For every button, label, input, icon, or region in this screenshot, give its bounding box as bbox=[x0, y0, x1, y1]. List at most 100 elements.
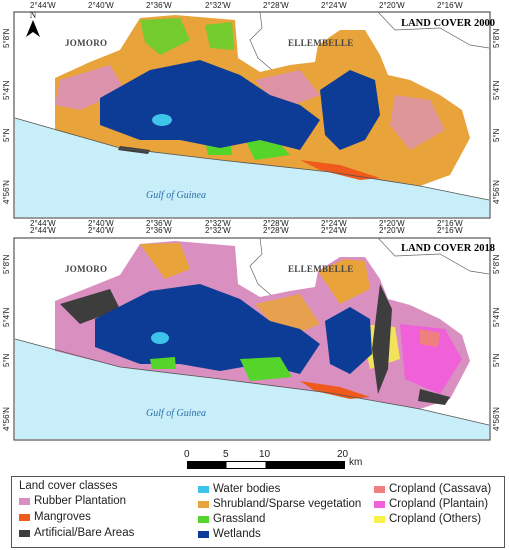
scale-unit: km bbox=[349, 457, 363, 468]
lon-tick: 2°44'W bbox=[30, 226, 56, 235]
legend-item: Cropland (Plantain) bbox=[374, 498, 488, 510]
legend-label: Cropland (Plantain) bbox=[389, 498, 489, 510]
legend-item: Shrubland/Sparse vegetation bbox=[198, 498, 361, 510]
mangroves-area bbox=[300, 160, 380, 180]
lon-tick: 2°44'W bbox=[30, 219, 56, 228]
legend-item: Grassland bbox=[198, 513, 265, 525]
sea-label: Gulf of Guinea bbox=[146, 408, 206, 419]
lat-tick: 4°56'N bbox=[492, 407, 501, 431]
lat-tick: 5°8'N bbox=[492, 254, 501, 274]
legend-swatch bbox=[19, 529, 30, 537]
legend-item: Mangroves bbox=[19, 511, 91, 523]
lon-tick: 2°36'W bbox=[146, 226, 172, 235]
lat-tick: 5°4'N bbox=[2, 80, 11, 100]
legend-heading: Land cover classes bbox=[19, 480, 118, 492]
sea-area bbox=[15, 339, 489, 439]
wetlands-area bbox=[95, 284, 320, 374]
north-arrow-icon bbox=[26, 20, 40, 37]
grassland-area bbox=[205, 22, 234, 50]
scale-label: 10 bbox=[259, 449, 271, 460]
artificial-area bbox=[372, 284, 392, 394]
artificial-area bbox=[60, 289, 120, 324]
lon-tick: 2°20'W bbox=[379, 219, 405, 228]
legend-item: Cropland (Others) bbox=[374, 513, 481, 525]
map-title: LAND COVER 2000 bbox=[401, 18, 495, 29]
lon-tick: 2°16'W bbox=[437, 226, 463, 235]
legend: Land cover classes Rubber Plantation Man… bbox=[11, 476, 505, 548]
lon-tick: 2°20'W bbox=[379, 226, 405, 235]
lon-tick: 2°36'W bbox=[146, 1, 172, 10]
scale-label: 5 bbox=[223, 449, 229, 460]
lon-tick: 2°16'W bbox=[437, 1, 463, 10]
legend-swatch bbox=[19, 513, 30, 521]
lon-tick: 2°16'W bbox=[437, 219, 463, 228]
legend-label: Cropland (Others) bbox=[389, 513, 482, 525]
lon-tick: 2°32'W bbox=[205, 1, 231, 10]
sea-area bbox=[15, 118, 489, 217]
legend-item: Rubber Plantation bbox=[19, 495, 126, 507]
lon-tick: 2°32'W bbox=[205, 226, 231, 235]
legend-swatch bbox=[374, 500, 385, 508]
lat-tick: 4°56'N bbox=[2, 407, 11, 431]
legend-label: Wetlands bbox=[213, 528, 261, 540]
lon-tick: 2°28'W bbox=[263, 219, 289, 228]
lat-tick: 5°4'N bbox=[492, 307, 501, 327]
mangroves-area bbox=[300, 381, 370, 399]
legend-item: Wetlands bbox=[198, 528, 261, 540]
legend-label: Shrubland/Sparse vegetation bbox=[213, 498, 362, 510]
lon-tick: 2°40'W bbox=[88, 1, 114, 10]
legend-swatch bbox=[374, 485, 385, 493]
legend-label: Water bodies bbox=[213, 483, 281, 495]
map-panel-2018: 2°44'W 2°40'W 2°36'W 2°32'W 2°28'W 2°24'… bbox=[0, 226, 509, 449]
district-boundary bbox=[249, 11, 273, 71]
legend-item: Cropland (Cassava) bbox=[374, 483, 491, 495]
lon-tick: 2°24'W bbox=[321, 219, 347, 228]
lon-tick: 2°20'W bbox=[379, 1, 405, 10]
grassland-area bbox=[140, 18, 190, 55]
legend-label: Mangroves bbox=[34, 511, 91, 523]
water-body bbox=[152, 114, 172, 126]
lat-tick: 5°8'N bbox=[2, 28, 11, 48]
cropland-cassava-area bbox=[420, 329, 440, 347]
lat-tick: 5°N bbox=[2, 128, 11, 142]
region-label-jomoro: JOMORO bbox=[65, 38, 108, 48]
lon-tick: 2°24'W bbox=[321, 226, 347, 235]
lon-tick: 2°36'W bbox=[146, 219, 172, 228]
lon-tick: 2°28'W bbox=[263, 226, 289, 235]
legend-swatch bbox=[198, 500, 209, 508]
north-arrow: N bbox=[25, 10, 41, 43]
rubber-plantation-area bbox=[255, 70, 320, 110]
lat-tick: 5°N bbox=[2, 353, 11, 367]
lat-tick: 5°4'N bbox=[2, 307, 11, 327]
legend-label: Cropland (Cassava) bbox=[389, 483, 492, 495]
sea-label: Gulf of Guinea bbox=[146, 190, 206, 201]
shrubland-area bbox=[140, 243, 190, 279]
scale-label: 20 bbox=[337, 449, 349, 460]
map-canvas-2018 bbox=[13, 237, 491, 441]
legend-swatch bbox=[198, 530, 209, 538]
region-label-jomoro: JOMORO bbox=[65, 264, 108, 274]
lat-tick: 5°8'N bbox=[2, 254, 11, 274]
legend-item: Artificial/Bare Areas bbox=[19, 527, 134, 539]
legend-label: Rubber Plantation bbox=[34, 495, 127, 507]
district-boundary bbox=[377, 11, 490, 49]
shrubland-area bbox=[255, 294, 320, 339]
lat-tick: 4°56'N bbox=[492, 180, 501, 204]
artificial-area bbox=[418, 389, 450, 405]
grassland-area bbox=[150, 357, 176, 369]
cropland-plantain-area bbox=[400, 324, 462, 394]
rubber-plantation-area bbox=[390, 95, 445, 150]
lat-tick: 5°8'N bbox=[492, 28, 501, 48]
lat-tick: 4°56'N bbox=[2, 180, 11, 204]
legend-swatch bbox=[374, 515, 385, 523]
map-title: LAND COVER 2018 bbox=[401, 243, 495, 254]
legend-swatch bbox=[19, 497, 30, 505]
shrubland-area bbox=[318, 259, 370, 304]
district-boundary bbox=[377, 237, 490, 275]
scale-label: 0 bbox=[184, 449, 190, 460]
scale-bar-graphic bbox=[187, 461, 345, 469]
district-boundary bbox=[249, 237, 273, 297]
region-label-ellembelle: ELLEMBELLE bbox=[288, 264, 354, 274]
lon-tick: 2°40'W bbox=[88, 226, 114, 235]
north-arrow-label: N bbox=[29, 10, 37, 20]
